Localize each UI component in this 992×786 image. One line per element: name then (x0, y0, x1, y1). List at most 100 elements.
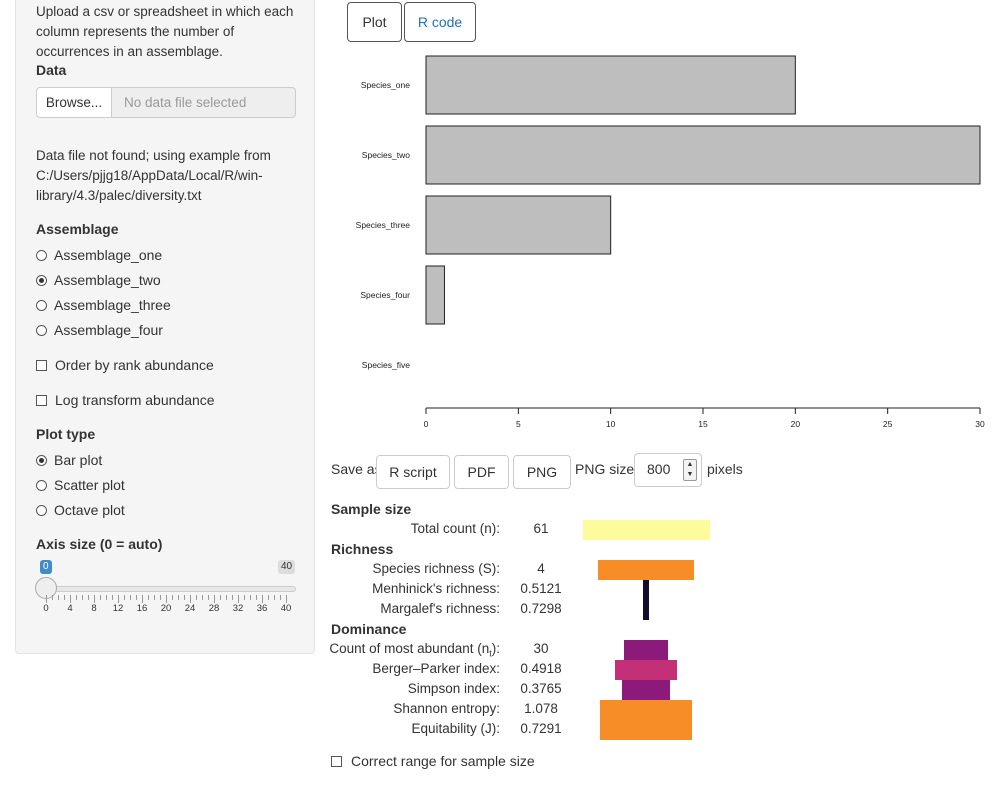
species-richness-bar (598, 560, 694, 580)
radio-label: Assemblage_four (54, 322, 163, 338)
png-size-value: 800 (647, 461, 671, 477)
slider-tick (136, 595, 137, 600)
x-tick-label: 0 (424, 419, 429, 429)
category-label: Species_three (356, 220, 411, 230)
most-abundant-bar (624, 640, 668, 660)
slider-tick (130, 595, 131, 600)
checkbox-label: Log transform abundance (55, 392, 215, 408)
data-label: Data (36, 62, 67, 78)
slider-tick (208, 595, 209, 600)
slider-tick (118, 595, 119, 603)
bar-species-three (425, 195, 612, 255)
log-transform-checkbox[interactable]: Log transform abundance (36, 390, 215, 410)
slider-tick-label: 40 (280, 603, 292, 614)
radio-assemblage-four[interactable]: Assemblage_four (36, 320, 163, 340)
radio-scatter-plot[interactable]: Scatter plot (36, 475, 125, 495)
radio-assemblage-two[interactable]: Assemblage_two (36, 270, 161, 290)
radio-circle[interactable] (36, 479, 47, 491)
radio-bar-plot[interactable]: Bar plot (36, 450, 102, 470)
radio-label: Octave plot (54, 502, 125, 518)
margalef-label: Margalef's richness: (380, 601, 500, 616)
most-abundant-subscript: t (489, 648, 492, 659)
radio-label: Bar plot (54, 452, 103, 468)
plot-type-label: Plot type (36, 426, 96, 442)
x-tick-label: 25 (883, 419, 893, 429)
slider-tick-label: 32 (232, 603, 244, 614)
axis-size-label: Axis size (0 = auto) (36, 536, 163, 552)
total-count-value: 61 (533, 521, 549, 536)
simpson-bar (622, 680, 670, 700)
tab-r-code[interactable]: R code (404, 2, 476, 42)
radio-circle[interactable] (36, 454, 47, 466)
slider-tick (244, 595, 245, 600)
most-abundant-label: Count of most abundant (nt): (329, 641, 500, 659)
radio-octave-plot[interactable]: Octave plot (36, 500, 125, 520)
browse-button[interactable]: Browse... (36, 87, 112, 118)
slider-tick (88, 595, 89, 600)
margalef-value: 0.7298 (520, 601, 562, 616)
intro-text-line-1: Upload a csv or spreadsheet in which eac… (36, 4, 294, 19)
save-png-button[interactable]: PNG (513, 455, 571, 489)
slider-tick (214, 595, 215, 603)
slider-tick (172, 595, 173, 600)
radio-circle[interactable] (36, 324, 47, 336)
shannon-label: Shannon entropy: (393, 701, 500, 716)
most-abundant-value: 30 (533, 641, 549, 656)
berger-parker-bar (615, 660, 677, 680)
checkbox-box[interactable] (331, 755, 342, 767)
equitability-label: Equitability (J): (411, 721, 500, 736)
save-r-script-button[interactable]: R script (376, 455, 450, 489)
radio-circle[interactable] (36, 299, 47, 311)
radio-label: Assemblage_two (54, 272, 161, 288)
shannon-equitability-bar (600, 700, 692, 740)
save-pdf-button[interactable]: PDF (454, 455, 509, 489)
slider-tick (274, 595, 275, 600)
radio-circle[interactable] (36, 249, 47, 261)
slider-tick (220, 595, 221, 600)
berger-parker-label: Berger–Parker index: (372, 661, 500, 676)
slider-tick-label: 36 (256, 603, 268, 614)
slider-tick (76, 595, 77, 600)
abundance-bar-chart: Species_one Species_two Species_three Speci… (356, 55, 985, 429)
slider-tick (166, 595, 167, 603)
category-label: Species_five (362, 360, 410, 370)
slider-tick-label: 12 (112, 603, 124, 614)
slider-tick (82, 595, 83, 600)
slider-tick (178, 595, 179, 600)
bar-species-two (425, 125, 981, 185)
radio-circle[interactable] (36, 504, 47, 516)
slider-track[interactable] (36, 586, 296, 592)
order-rank-checkbox[interactable]: Order by rank abundance (36, 355, 214, 375)
radio-assemblage-three[interactable]: Assemblage_three (36, 295, 171, 315)
slider-tick (262, 595, 263, 603)
slider-max-bubble: 40 (278, 560, 296, 574)
simpson-label: Simpson index: (407, 681, 500, 696)
slider-tick (184, 595, 185, 600)
slider-tick-label: 20 (160, 603, 172, 614)
radio-label: Assemblage_three (54, 297, 171, 313)
slider-tick (202, 595, 203, 600)
sample-size-header: Sample size (331, 501, 412, 517)
checkbox-box[interactable] (36, 394, 47, 406)
notice-line-1: Data file not found; using example from (36, 148, 271, 163)
file-name-display[interactable]: No data file selected (112, 87, 296, 118)
slider-tick (94, 595, 95, 603)
correct-range-checkbox[interactable]: Correct range for sample size (331, 751, 535, 771)
shannon-value: 1.078 (524, 701, 558, 716)
dominance-header: Dominance (331, 621, 407, 637)
checkbox-box[interactable] (36, 359, 47, 371)
radio-assemblage-one[interactable]: Assemblage_one (36, 245, 162, 265)
slider-tick (196, 595, 197, 600)
tab-plot[interactable]: Plot (347, 2, 402, 42)
slider-tick (148, 595, 149, 600)
slider-value-bubble: 0 (40, 560, 52, 574)
png-size-input[interactable]: 800 ▲ ▼ (634, 453, 702, 487)
slider-tick-label: 0 (43, 603, 49, 614)
slider-tick-label: 28 (208, 603, 220, 614)
sidebar-panel: Upload a csv or spreadsheet in which eac… (15, 0, 315, 654)
richness-header: Richness (331, 541, 394, 557)
spinner-arrows-icon[interactable]: ▲ ▼ (683, 459, 697, 481)
total-count-bar (583, 520, 710, 540)
slider-tick (226, 595, 227, 600)
radio-circle[interactable] (36, 274, 47, 286)
